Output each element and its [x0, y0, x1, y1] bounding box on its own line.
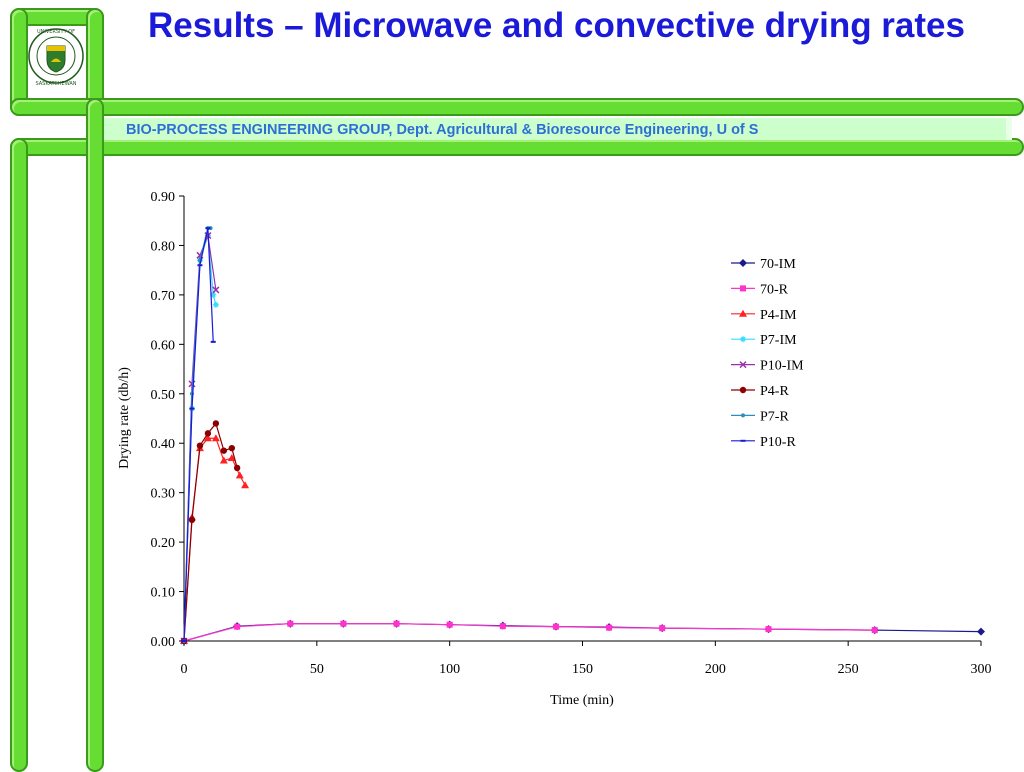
legend-label-70-im: 70-IM: [760, 257, 796, 272]
x-axis-label: Time (min): [550, 693, 614, 708]
chart-legend: 70-IM 70-R P4-IM P7-IM P10-IM P4-R P7-R P10-R: [731, 257, 804, 450]
banner-background: [104, 118, 1012, 140]
legend-marker-p10-im: [739, 361, 747, 369]
data-point-70-r: [234, 623, 241, 630]
y-tick-label: 0.90: [151, 190, 176, 205]
data-point-p10-r: [197, 264, 203, 267]
data-point-p4-im: [227, 454, 236, 462]
data-point-70-r: [606, 624, 613, 631]
frame-bar-horizontal-upper: [10, 98, 1024, 116]
legend-marker-70-im: [739, 259, 747, 267]
legend-marker-70-r: [740, 285, 746, 292]
data-point-p4-r: [204, 430, 212, 437]
data-point-p4-im: [219, 456, 228, 464]
legend-marker-p10-r: [740, 439, 746, 442]
data-point-70-r: [552, 623, 559, 630]
data-point-p10-r: [189, 407, 195, 410]
data-point-70-r: [765, 626, 772, 633]
y-tick-label: 0.20: [151, 536, 176, 551]
legend-label-p7-r: P7-R: [760, 409, 789, 424]
series-70-r: [181, 620, 878, 644]
x-tick-label: 50: [310, 662, 324, 677]
data-point-p4-im: [241, 481, 250, 489]
y-tick-label: 0.00: [151, 635, 176, 650]
svg-text:SASKATCHEWAN: SASKATCHEWAN: [35, 81, 76, 87]
x-tick-label: 100: [439, 662, 460, 677]
data-point-p4-r: [212, 420, 220, 427]
data-point-p10-r: [210, 340, 216, 343]
legend-label-70-r: 70-R: [760, 282, 789, 297]
svg-text:UNIVERSITY OF: UNIVERSITY OF: [37, 29, 75, 35]
data-point-p4-r: [233, 464, 241, 472]
y-tick-label: 0.80: [151, 239, 176, 254]
series-p4-r: [180, 420, 241, 645]
x-tick-label: 300: [971, 662, 992, 677]
series-line-p4-r: [183, 422, 238, 642]
legend-marker-p7-r: [741, 413, 745, 418]
data-point-70-im: [977, 627, 985, 636]
data-point-70-r: [340, 620, 347, 627]
legend-label-p7-im: P7-IM: [760, 333, 797, 348]
data-point-p10-r: [205, 227, 211, 230]
legend-marker-p4-im: [739, 309, 747, 317]
chart-axes: 0.00 0.10 0.20 0.30 0.40 0.50 0.60 0.70 0.80 0.90…: [151, 190, 992, 677]
data-point-p4-im: [235, 471, 244, 479]
series-p10-r: [181, 227, 216, 642]
x-tick-label: 0: [181, 662, 188, 677]
data-point-70-r: [659, 625, 666, 632]
data-point-p10-r: [181, 640, 187, 642]
data-point-70-r: [287, 620, 294, 627]
data-point-p7-im: [210, 291, 217, 298]
data-point-70-r: [499, 623, 506, 630]
chart-series: [180, 226, 985, 645]
legend-label-p4-r: P4-R: [760, 384, 789, 399]
data-point-p4-r: [220, 447, 228, 454]
y-tick-label: 0.40: [151, 437, 176, 452]
x-tick-label: 200: [705, 662, 726, 677]
data-point-p4-im: [211, 434, 220, 442]
banner-text: BIO-PROCESS ENGINEERING GROUP, Dept. Agr…: [126, 122, 759, 138]
x-tick-label: 150: [572, 662, 593, 677]
y-tick-label: 0.70: [151, 289, 176, 304]
series-line-70-r: [183, 623, 875, 642]
legend-label-p10-r: P10-R: [760, 435, 796, 450]
data-point-p7-im: [212, 301, 219, 308]
data-point-70-r: [446, 621, 453, 628]
data-point-p4-r: [196, 442, 204, 449]
data-point-70-r: [871, 627, 878, 634]
y-tick-label: 0.10: [151, 586, 176, 601]
data-point-p4-r: [228, 444, 236, 452]
data-point-70-r: [393, 620, 400, 627]
legend-marker-p7-im: [740, 336, 746, 343]
y-tick-label: 0.60: [151, 338, 176, 353]
legend-marker-p4-r: [739, 386, 747, 394]
legend-label-p4-im: P4-IM: [760, 308, 797, 323]
data-point-p10-im: [212, 286, 220, 294]
y-tick-label: 0.50: [151, 388, 176, 403]
series-line-70-im: [183, 623, 982, 642]
x-tick-label: 250: [838, 662, 859, 677]
data-point-p4-r: [188, 516, 196, 524]
legend-label-p10-im: P10-IM: [760, 359, 804, 374]
slide-title: Results – Microwave and convective dryin…: [148, 6, 965, 45]
university-logo: UNIVERSITY OF SASKATCHEWAN: [28, 24, 84, 88]
data-point-p4-im: [203, 434, 212, 442]
y-axis-label: Drying rate (db/h): [117, 367, 132, 469]
y-tick-label: 0.30: [151, 487, 176, 502]
